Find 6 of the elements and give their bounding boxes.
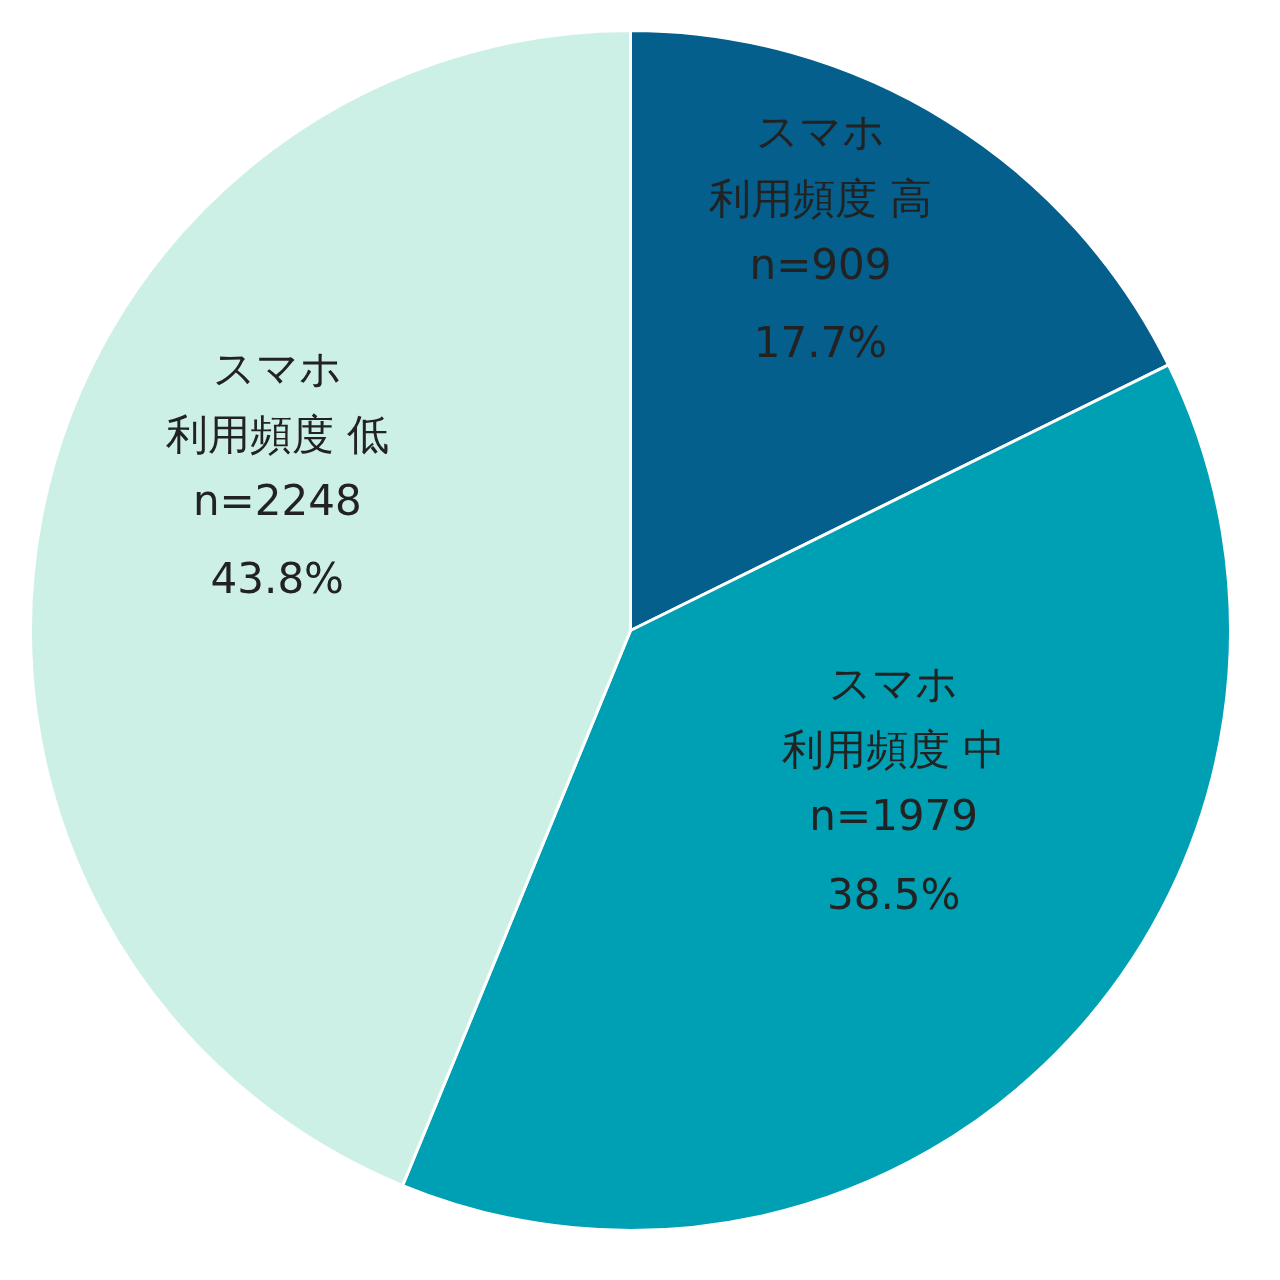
slice-label: スマホ利用頻度 低 n=2248	[165, 343, 389, 525]
data-label: 43.8%	[210, 554, 345, 604]
slice-label: スマホ利用頻度 高 n=909	[708, 107, 933, 289]
data-label: 38.5%	[826, 869, 961, 919]
data-label: 17.7%	[753, 318, 888, 368]
slice-label: スマホ利用頻度 中 n=1979	[782, 658, 1006, 841]
